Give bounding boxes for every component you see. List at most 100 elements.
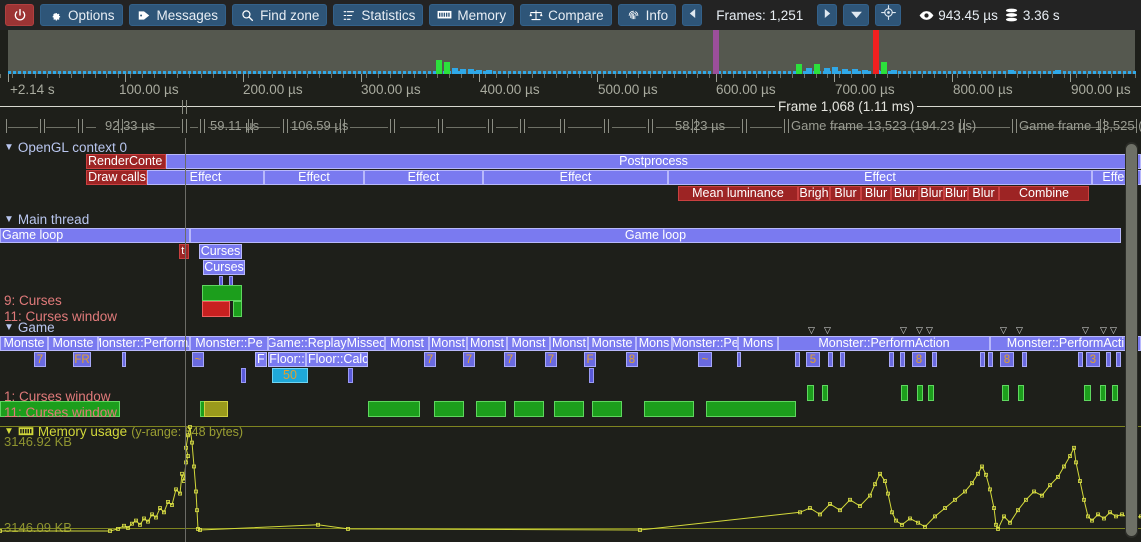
memory-plot-point[interactable]	[1108, 510, 1112, 515]
memory-usage-plot[interactable]	[0, 424, 1141, 534]
zone-game-child[interactable]: 8	[912, 352, 926, 367]
zone-render-context[interactable]: RenderConte	[86, 154, 166, 169]
overview-frame-bar[interactable]	[543, 71, 546, 74]
overview-frame-bar[interactable]	[158, 71, 161, 74]
lock-bar-green-tick[interactable]	[822, 385, 828, 401]
zone-effect[interactable]: Effect	[483, 170, 668, 185]
zone-game[interactable]: Mons	[636, 336, 672, 351]
overview-frame-bar[interactable]	[353, 71, 356, 74]
prev-frame-button[interactable]	[682, 4, 703, 26]
compare-button[interactable]: Compare	[520, 4, 612, 26]
timeline-body[interactable]: ▼ OpenGL context 0 RenderConte Postproce…	[0, 138, 1141, 542]
timeline-ruler[interactable]: +2.14 s 100.00 µs 200.00 µs 300.00 µs 400.00…	[0, 74, 1141, 100]
zone-game-grandchild[interactable]	[348, 368, 353, 383]
lock-bar-green[interactable]	[0, 401, 120, 417]
memory-plot-point[interactable]	[142, 516, 146, 521]
overview-frame-bar[interactable]	[978, 71, 981, 74]
memory-plot-point[interactable]	[195, 508, 199, 513]
overview-frame-bar[interactable]	[452, 68, 458, 74]
overview-frame-bar[interactable]	[618, 71, 621, 74]
overview-frame-bar[interactable]	[718, 71, 721, 74]
overview-frame-bar[interactable]	[633, 71, 636, 74]
overview-frame-bar[interactable]	[1083, 71, 1086, 74]
overview-frame-bar[interactable]	[298, 71, 301, 74]
overview-frame-bar[interactable]	[928, 71, 931, 74]
memory-plot-point[interactable]	[316, 522, 320, 527]
memory-plot-point[interactable]	[808, 506, 812, 510]
overview-frame-bar[interactable]	[903, 71, 906, 74]
zone-game-child[interactable]: FR	[73, 352, 91, 367]
lock-bar-green-tick[interactable]	[1018, 385, 1024, 401]
overview-frame-bar[interactable]	[1123, 71, 1126, 74]
overview-frame-bar[interactable]	[18, 71, 21, 74]
zone-plot-50[interactable]: 50	[272, 368, 308, 383]
overview-frame-bar[interactable]	[268, 71, 271, 74]
zone-game-child[interactable]: 7	[504, 352, 516, 367]
overview-frame-bar[interactable]	[303, 71, 306, 74]
game-frame-row[interactable]: 92.33 µs 59.11 µs 106.59 µs 58.23 µs Game fr…	[0, 116, 1141, 138]
overview-frame-bar[interactable]	[873, 30, 879, 74]
lock-bar-olive[interactable]	[204, 401, 228, 417]
memory-plot-point[interactable]	[346, 527, 350, 531]
zone-game-child[interactable]: 7	[34, 352, 46, 367]
memory-plot-point[interactable]	[194, 489, 198, 494]
overview-frame-bar[interactable]	[223, 71, 226, 74]
overview-frame-bar[interactable]	[423, 71, 426, 74]
memory-plot-point[interactable]	[828, 502, 832, 506]
overview-frame-bar[interactable]	[973, 71, 976, 74]
memory-plot-point[interactable]	[858, 504, 862, 508]
zone-game-grandchild[interactable]	[589, 368, 594, 383]
zone-game[interactable]: Monste	[0, 336, 48, 351]
overview-frame-bar[interactable]	[923, 71, 926, 74]
overview-frame-bar[interactable]	[998, 71, 1001, 74]
memory-plot-point[interactable]	[873, 482, 877, 487]
overview-frame-bar[interactable]	[13, 71, 16, 74]
memory-plot-point[interactable]	[186, 454, 190, 459]
overview-frame-bar[interactable]	[98, 71, 101, 74]
overview-frame-bar[interactable]	[293, 71, 296, 74]
overview-frame-bar[interactable]	[403, 71, 406, 74]
zone-game-grandchild[interactable]	[241, 368, 246, 383]
memory-plot-point[interactable]	[116, 527, 120, 531]
memory-plot-point[interactable]	[838, 508, 842, 513]
overview-frame-bar[interactable]	[436, 60, 442, 74]
zone-postprocess-sub[interactable]: Mean luminance	[678, 186, 798, 201]
memory-plot-point[interactable]	[1002, 514, 1006, 519]
lock-bar-green-tick[interactable]	[1112, 385, 1118, 401]
find-zone-button[interactable]: Find zone	[232, 4, 328, 26]
overview-frame-bar[interactable]	[513, 71, 516, 74]
overview-frame-bar[interactable]	[814, 64, 820, 74]
overview-frame-bar[interactable]	[1078, 71, 1081, 74]
memory-plot-point[interactable]	[980, 464, 984, 469]
lock-label-1-curses-window[interactable]: 1: Curses window	[4, 389, 111, 404]
memory-plot-point[interactable]	[0, 529, 2, 533]
overview-frame-bar[interactable]	[148, 71, 151, 74]
memory-plot-point[interactable]	[1074, 460, 1078, 465]
zone-game-child[interactable]: 7	[424, 352, 436, 367]
overview-frame-bar[interactable]	[773, 71, 776, 74]
memory-plot-point[interactable]	[1078, 479, 1082, 483]
game-frame-label[interactable]: Game frame 13,523 (194.23 µs)	[791, 118, 977, 133]
overview-frame-bar[interactable]	[643, 71, 646, 74]
overview-frame-bar[interactable]	[993, 71, 996, 74]
memory-plot-point[interactable]	[868, 493, 872, 498]
overview-frame-bar[interactable]	[413, 71, 416, 74]
overview-frame-bar[interactable]	[458, 71, 461, 74]
statistics-button[interactable]: Statistics	[333, 4, 424, 26]
memory-plot-point[interactable]	[878, 471, 882, 476]
overview-frame-bar[interactable]	[933, 71, 936, 74]
overview-frame-bar[interactable]	[558, 71, 561, 74]
selected-frame-label[interactable]: Frame 1,068 (1.11 ms)	[775, 99, 918, 114]
overview-frame-bar[interactable]	[938, 71, 941, 74]
lock-bar-green[interactable]	[514, 401, 544, 417]
zone-floor-1[interactable]: Floor::	[268, 352, 306, 367]
overview-frame-bar[interactable]	[1088, 71, 1091, 74]
memory-plot-point[interactable]	[883, 479, 887, 483]
memory-plot-point[interactable]	[154, 515, 158, 520]
memory-plot-point[interactable]	[984, 472, 988, 477]
memory-plot-point[interactable]	[970, 481, 974, 486]
lock-bar-11-red[interactable]	[202, 301, 230, 317]
memory-plot-point[interactable]	[1062, 464, 1066, 469]
frame-overview-strip[interactable]	[8, 30, 1136, 74]
memory-plot-point[interactable]	[1086, 514, 1090, 519]
